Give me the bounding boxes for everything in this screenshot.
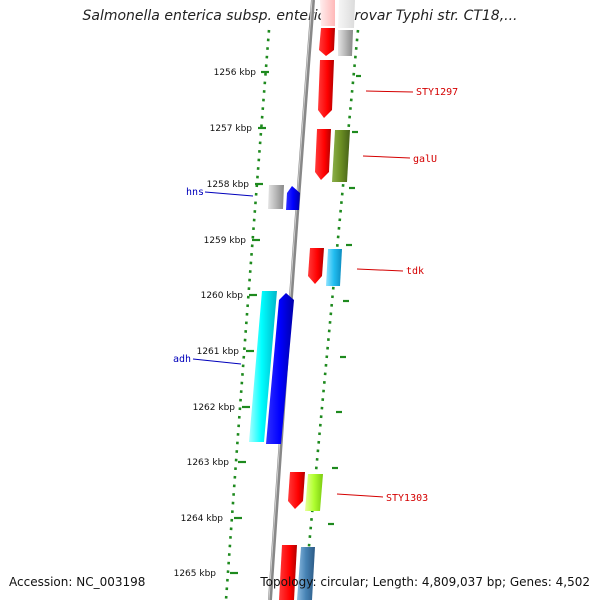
gene-arrow-red-galU-adjacent[interactable] [315,129,331,180]
gene-label-sty1297[interactable]: STY1297 [416,87,458,98]
tick-label-1257: 1257 kbp [210,124,253,134]
reverse-strand-genes [249,185,300,444]
leader-line-sty1303 [336,493,384,498]
gene-arrow-pale-top[interactable] [320,0,335,26]
gene-label-sty1303[interactable]: STY1303 [386,493,428,504]
leader-line-tdk [356,268,404,272]
leader-line-sty1297 [365,90,414,93]
accession-text: Accession: NC_003198 [9,575,146,589]
gene-arrow-adh-adjacent[interactable] [266,293,294,444]
tick-label-1262: 1262 kbp [193,403,236,413]
gene-block-grey-hns-adjacent[interactable] [268,185,284,209]
forward-strand-genes [279,0,355,600]
gene-labels: STY1297 galU hns tdk adh STY1303 [173,87,458,504]
tick-label-1258: 1258 kbp [207,180,250,190]
gene-block-galU[interactable] [332,130,350,182]
gene-arrow-red-tdk-adjacent[interactable] [308,248,324,284]
leader-line-adh [192,358,242,365]
tick-label-1260: 1260 kbp [201,291,244,301]
gene-arrow-red-bottom[interactable] [279,545,297,600]
leader-line-galU [362,155,411,159]
gene-arrow-sty1297[interactable] [318,60,334,118]
tick-label-1263: 1263 kbp [187,458,230,468]
gene-label-tdk[interactable]: tdk [406,266,424,277]
tick-label-1256: 1256 kbp [214,68,257,78]
outer-forward-track-guide [302,29,360,600]
map-title: Salmonella enterica subsp. enterica sero… [82,8,518,24]
tick-label-1261: 1261 kbp [197,347,240,357]
gene-block-grey-top[interactable] [338,30,353,56]
leader-line-hns [204,191,254,197]
gene-label-adh[interactable]: adh [173,354,191,365]
gene-block-sty1303[interactable] [305,474,323,511]
tick-label-1259: 1259 kbp [204,236,247,246]
gene-arrow-hns[interactable] [286,186,300,210]
tick-label-1265: 1265 kbp [174,569,217,579]
gene-block-steel-bottom[interactable] [297,547,315,600]
tick-label-1264: 1264 kbp [181,514,224,524]
gene-block-adh[interactable] [249,291,277,442]
forward-track-ticks [328,74,361,526]
topology-text: Topology: circular; Length: 4,809,037 bp… [260,575,590,589]
gene-label-galU[interactable]: galU [413,154,437,165]
gene-block-tdk[interactable] [326,249,342,286]
gene-block-grey-pale-top[interactable] [338,0,355,28]
gene-label-hns[interactable]: hns [186,187,204,198]
gene-arrow-red-sty1303-adjacent[interactable] [288,472,305,509]
kbp-scale: 1256 kbp 1257 kbp 1258 kbp 1259 kbp 1260… [174,68,269,579]
gene-arrow-red-top[interactable] [319,28,335,56]
